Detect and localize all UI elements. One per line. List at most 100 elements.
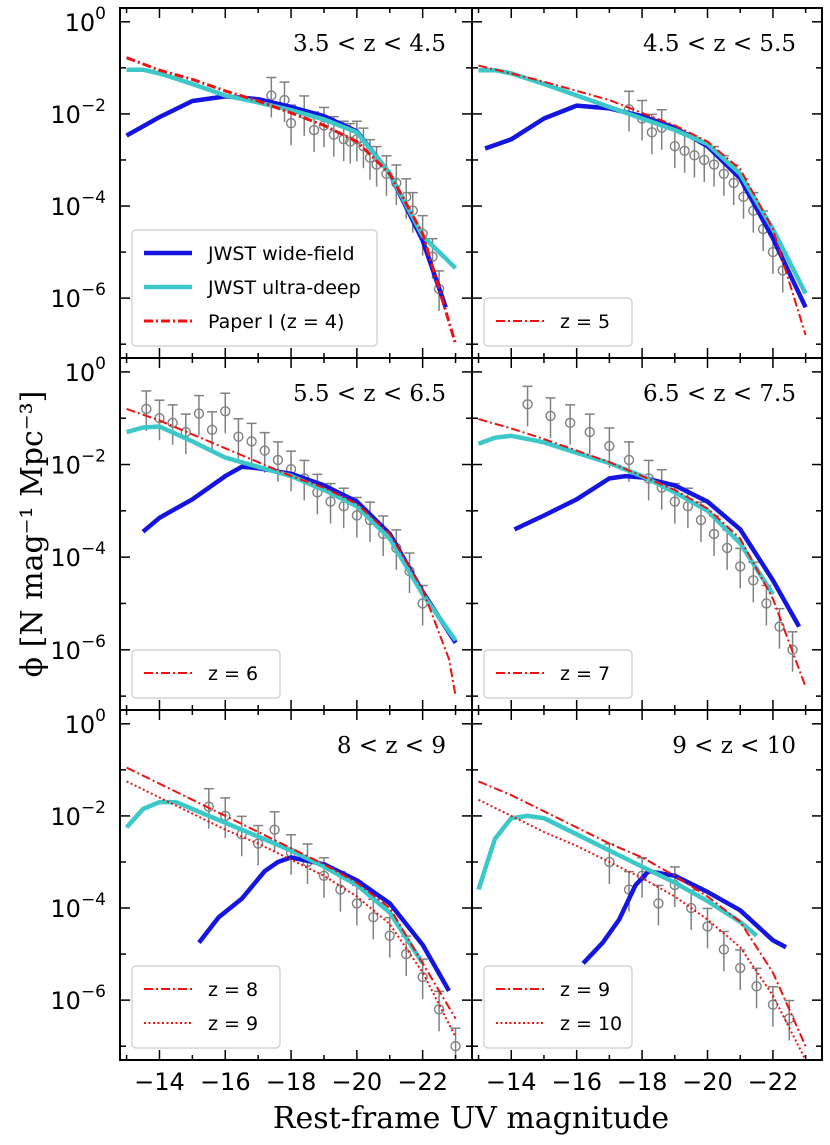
legend-label: z = 7 (560, 663, 610, 685)
obs-point (718, 168, 730, 179)
obs-point (417, 971, 428, 983)
y-tick-label-exp: −4 (81, 188, 106, 208)
legend-label: Paper I (z = 4) (208, 311, 344, 333)
obs-point (679, 145, 690, 156)
y-tick-label-exp: −4 (81, 539, 106, 559)
series-line (478, 418, 807, 688)
obs-point (141, 403, 152, 415)
y-tick-label: 10−2 (50, 96, 106, 129)
x-tick-label: −22 (397, 1068, 448, 1096)
y-tick-label: 100 (65, 354, 106, 387)
y-tick-label: 10−6 (50, 280, 106, 313)
obs-point (285, 117, 297, 129)
series-line (513, 473, 802, 628)
panel-2: 4.5 < z < 5.5 z = 5 (471, 7, 823, 359)
x-tick-label: −20 (332, 1068, 383, 1096)
y-tick-label: 10−6 (50, 632, 106, 665)
y-tick-label: 10−4 (50, 539, 106, 572)
x-tick-label: −20 (682, 1068, 733, 1096)
obs-point (751, 981, 762, 992)
panel-title: 5.5 < z < 6.5 (293, 381, 446, 407)
panel-title: 4.5 < z < 5.5 (643, 31, 796, 57)
obs-point (351, 898, 363, 909)
obs-point (325, 496, 336, 507)
panel-title: 6.5 < z < 7.5 (643, 381, 796, 407)
series-line (478, 64, 807, 336)
obs-point (328, 129, 340, 140)
obs-point (252, 838, 264, 849)
x-tick-label: −18 (617, 1068, 668, 1096)
legend-box (483, 649, 633, 699)
panel-plot-area (478, 64, 808, 336)
series-line (197, 855, 451, 993)
obs-point (269, 824, 280, 835)
series-line (126, 56, 458, 345)
obs-point (338, 134, 349, 145)
obs-point (708, 159, 720, 170)
obs-point (193, 408, 205, 419)
obs-point (545, 410, 556, 422)
panel-4: 6.5 < z < 7.5 z = 7 (471, 357, 823, 711)
obs-point (433, 1004, 445, 1015)
legend-label: z = 8 (208, 979, 258, 1001)
obs-point (450, 1040, 461, 1052)
y-tick-label-exp: −6 (81, 280, 106, 300)
series-line (126, 407, 457, 697)
obs-point (774, 621, 785, 632)
x-tick-label: −18 (266, 1068, 317, 1096)
obs-point (646, 127, 658, 138)
legend-box (131, 649, 281, 699)
obs-point (669, 140, 681, 152)
obs-point (368, 912, 379, 923)
obs-point (653, 898, 664, 909)
obs-point (669, 496, 681, 507)
y-tick-label-exp: −2 (81, 96, 106, 116)
obs-point (708, 528, 720, 540)
y-tick-label: 100 (65, 706, 106, 739)
obs-point (522, 399, 533, 410)
legend-label: z = 9 (560, 979, 610, 1001)
panel-title: 9 < z < 10 (672, 733, 796, 759)
y-tick-label-exp: 0 (95, 4, 106, 24)
obs-point (564, 417, 576, 429)
series-line (141, 464, 458, 645)
legend-label: z = 6 (208, 663, 258, 685)
panel-plot-area (476, 780, 807, 1060)
y-tick-label-exp: −6 (81, 982, 106, 1002)
y-tick-label-exp: −2 (81, 447, 106, 467)
series-line (126, 780, 457, 1038)
panel-title: 3.5 < z < 4.5 (293, 31, 446, 57)
panel-frame (471, 709, 823, 1061)
obs-point (351, 510, 363, 521)
legend-box (483, 965, 633, 1049)
x-tick-label: −14 (134, 1068, 185, 1096)
obs-point (220, 406, 231, 417)
y-axis-title: ϕ [N mag⁻¹ Mpc⁻³] (15, 391, 50, 678)
legend-box (131, 229, 378, 347)
obs-point (702, 921, 713, 932)
obs-point (167, 417, 178, 429)
y-tick-label: 10−2 (50, 447, 106, 480)
legend-label: z = 9 (208, 1013, 258, 1035)
obs-point (246, 436, 257, 447)
series-line (478, 798, 807, 1060)
y-tick-label: 100 (65, 4, 106, 37)
obs-point (735, 561, 746, 572)
obs-point (308, 124, 320, 136)
legend-label: z = 10 (560, 1013, 622, 1035)
obs-point (272, 454, 284, 466)
obs-point (685, 902, 697, 914)
x-axis-title: Rest-frame UV magnitude (273, 1101, 669, 1136)
panel-title: 8 < z < 9 (337, 733, 446, 759)
series-line (124, 799, 425, 965)
obs-point (584, 426, 595, 438)
x-tick-label: −16 (551, 1068, 602, 1096)
obs-point (206, 424, 218, 435)
obs-point (721, 542, 733, 554)
y-tick-label: 10−6 (50, 982, 106, 1015)
obs-point (233, 431, 244, 442)
legend-label: z = 5 (560, 311, 610, 333)
y-tick-label: 10−4 (50, 890, 106, 923)
